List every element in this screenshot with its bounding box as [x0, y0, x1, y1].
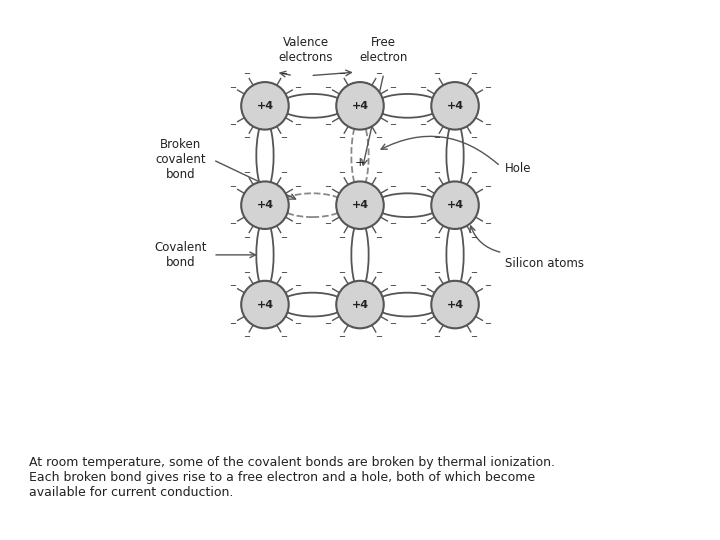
Circle shape — [336, 281, 384, 328]
Text: −: − — [419, 319, 426, 328]
Text: −: − — [338, 133, 345, 143]
Text: −: − — [484, 182, 491, 191]
Circle shape — [431, 181, 479, 229]
Text: −: − — [280, 133, 287, 143]
Text: −: − — [389, 120, 396, 129]
Text: −: − — [470, 268, 477, 277]
Text: Hole: Hole — [505, 162, 531, 175]
Text: −: − — [433, 233, 440, 242]
Text: −: − — [389, 182, 396, 191]
Text: +4: +4 — [446, 200, 464, 210]
Text: −: − — [280, 332, 287, 341]
Text: −: − — [375, 332, 382, 341]
Text: −: − — [375, 69, 382, 78]
Text: −: − — [294, 120, 301, 129]
Circle shape — [431, 82, 479, 130]
Text: −: − — [375, 268, 382, 277]
Text: −: − — [229, 83, 236, 92]
Text: −: − — [433, 168, 440, 178]
Text: −: − — [243, 233, 250, 242]
Text: −: − — [294, 281, 301, 291]
Text: −: − — [243, 133, 250, 143]
Text: +4: +4 — [351, 101, 369, 111]
Text: −: − — [375, 168, 382, 178]
Text: −: − — [338, 332, 345, 341]
Text: −: − — [229, 281, 236, 291]
Text: −: − — [338, 69, 345, 78]
Text: +4: +4 — [446, 101, 464, 111]
Text: −: − — [433, 268, 440, 277]
Text: −: − — [294, 182, 301, 191]
Text: −: − — [280, 168, 287, 178]
Text: −: − — [375, 233, 382, 242]
Text: −: − — [280, 69, 287, 78]
Text: −: − — [389, 219, 396, 228]
Text: +4: +4 — [256, 300, 274, 309]
Text: Covalent
bond: Covalent bond — [155, 241, 207, 269]
Text: Valence
electrons: Valence electrons — [279, 36, 333, 64]
Text: −: − — [243, 69, 250, 78]
Text: −: − — [419, 120, 426, 129]
Text: −: − — [433, 332, 440, 341]
Text: −: − — [484, 219, 491, 228]
Text: Broken
covalent
bond: Broken covalent bond — [156, 138, 206, 181]
Text: −: − — [419, 281, 426, 291]
Text: Free
electron: Free electron — [359, 36, 408, 64]
Text: −: − — [375, 133, 382, 143]
Text: −: − — [470, 69, 477, 78]
Text: −: − — [280, 268, 287, 277]
Text: −: − — [324, 83, 331, 92]
Text: +: + — [355, 156, 365, 168]
Text: −: − — [338, 168, 345, 178]
Text: −: − — [419, 83, 426, 92]
Circle shape — [241, 82, 289, 130]
Circle shape — [431, 281, 479, 328]
Circle shape — [241, 181, 289, 229]
Text: −: − — [324, 219, 331, 228]
Text: −: − — [243, 268, 250, 277]
Text: −: − — [484, 319, 491, 328]
Circle shape — [336, 181, 384, 229]
Text: +4: +4 — [351, 200, 369, 210]
Text: +4: +4 — [351, 300, 369, 309]
Text: −: − — [294, 219, 301, 228]
Text: At room temperature, some of the covalent bonds are broken by thermal ionization: At room temperature, some of the covalen… — [29, 456, 555, 500]
Circle shape — [336, 82, 384, 130]
Text: −: − — [338, 233, 345, 242]
Text: −: − — [229, 319, 236, 328]
Text: −: − — [324, 281, 331, 291]
Text: −: − — [338, 268, 345, 277]
Text: −: − — [470, 233, 477, 242]
Text: −: − — [484, 83, 491, 92]
Text: −: − — [484, 120, 491, 129]
Text: −: − — [470, 168, 477, 178]
Text: −: − — [433, 133, 440, 143]
Text: −: − — [229, 120, 236, 129]
Text: Silicon atoms: Silicon atoms — [505, 257, 584, 270]
Text: +4: +4 — [256, 101, 274, 111]
Text: −: − — [389, 319, 396, 328]
Text: −: − — [484, 281, 491, 291]
Text: −: − — [324, 182, 331, 191]
Text: −: − — [280, 233, 287, 242]
Text: −: − — [229, 182, 236, 191]
Text: −: − — [324, 120, 331, 129]
Circle shape — [241, 281, 289, 328]
Text: −: − — [419, 219, 426, 228]
Text: −: − — [433, 69, 440, 78]
Text: −: − — [229, 219, 236, 228]
Text: +4: +4 — [446, 300, 464, 309]
Text: −: − — [294, 319, 301, 328]
Text: −: − — [419, 182, 426, 191]
Text: −: − — [389, 281, 396, 291]
Text: −: − — [389, 83, 396, 92]
Text: +4: +4 — [256, 200, 274, 210]
Text: −: − — [470, 133, 477, 143]
Text: −: − — [324, 319, 331, 328]
Text: −: − — [470, 332, 477, 341]
Text: −: − — [243, 332, 250, 341]
Text: −: − — [243, 168, 250, 178]
Text: −: − — [294, 83, 301, 92]
